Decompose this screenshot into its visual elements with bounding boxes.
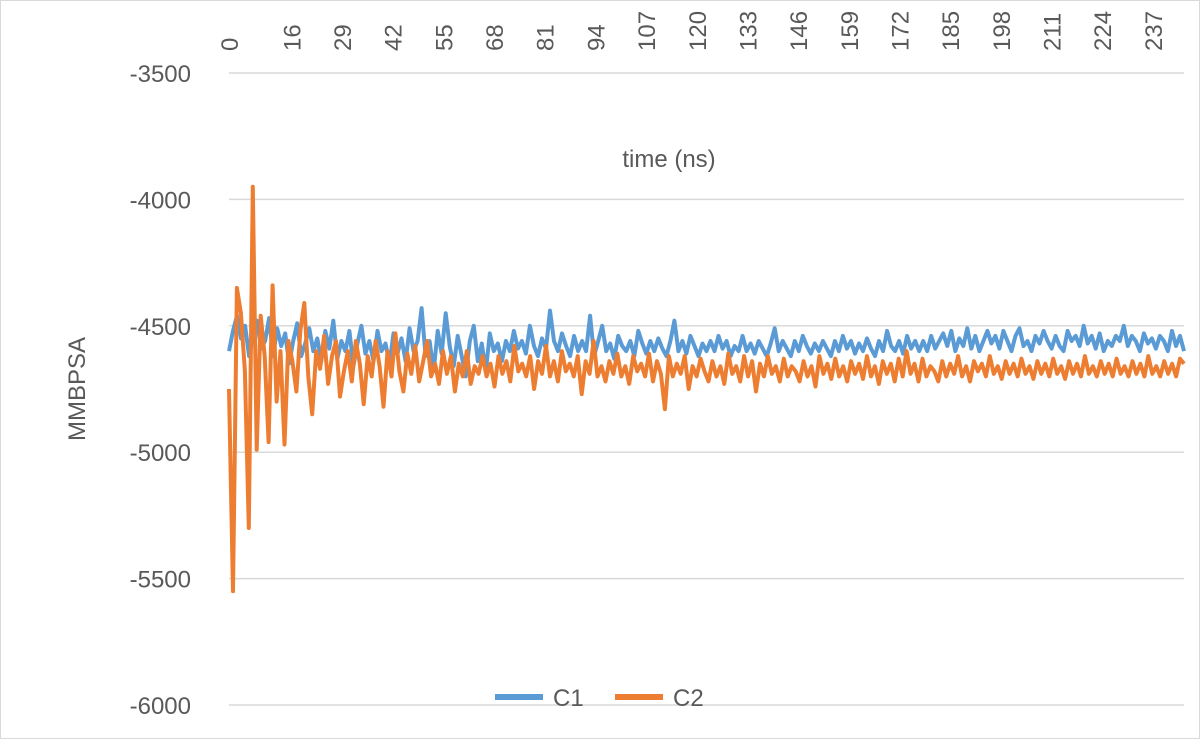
x-tick-label: 172 xyxy=(887,11,914,51)
legend: C1 C2 xyxy=(495,685,704,712)
x-tick-label: 107 xyxy=(634,11,661,51)
y-tick-label: -5500 xyxy=(130,567,191,594)
y-tick-label: -5000 xyxy=(130,440,191,467)
x-tick-label: 133 xyxy=(735,11,762,51)
series-lines xyxy=(227,184,1186,594)
legend-label-c1: C1 xyxy=(553,685,584,712)
x-tick-label: 185 xyxy=(938,11,965,51)
x-tick-label: 42 xyxy=(381,24,408,51)
series-line-c2 xyxy=(227,184,1186,594)
y-tick-label: -6000 xyxy=(130,693,191,720)
x-tick-label: 0 xyxy=(217,38,244,51)
y-tick-label: -3500 xyxy=(130,61,191,88)
x-tick-label: 81 xyxy=(533,24,560,51)
x-tick-label: 159 xyxy=(837,11,864,51)
x-tick-label: 29 xyxy=(330,24,357,51)
y-tick-label: -4000 xyxy=(130,187,191,214)
x-axis-title: time (ns) xyxy=(622,146,715,173)
y-axis-ticks: -3500 -4000 -4500 -5000 -5500 -6000 xyxy=(130,61,191,720)
x-tick-label: 16 xyxy=(279,24,306,51)
x-tick-label: 120 xyxy=(685,11,712,51)
x-tick-label: 55 xyxy=(431,24,458,51)
y-tick-label: -4500 xyxy=(130,314,191,341)
gridlines xyxy=(229,72,1184,706)
x-tick-label: 211 xyxy=(1039,13,1066,51)
x-tick-label: 68 xyxy=(482,24,509,51)
legend-label-c2: C2 xyxy=(673,685,704,712)
x-tick-label: 224 xyxy=(1090,11,1117,51)
x-tick-label: 237 xyxy=(1141,11,1168,51)
x-tick-label: 94 xyxy=(583,24,610,51)
x-tick-label: 198 xyxy=(989,11,1016,51)
x-axis-ticks: 0 16 29 42 55 68 81 94 107 120 133 146 159 172 185 198 2… xyxy=(217,11,1168,51)
x-tick-label: 146 xyxy=(786,11,813,51)
y-axis-title: MMBPSA xyxy=(64,337,91,441)
